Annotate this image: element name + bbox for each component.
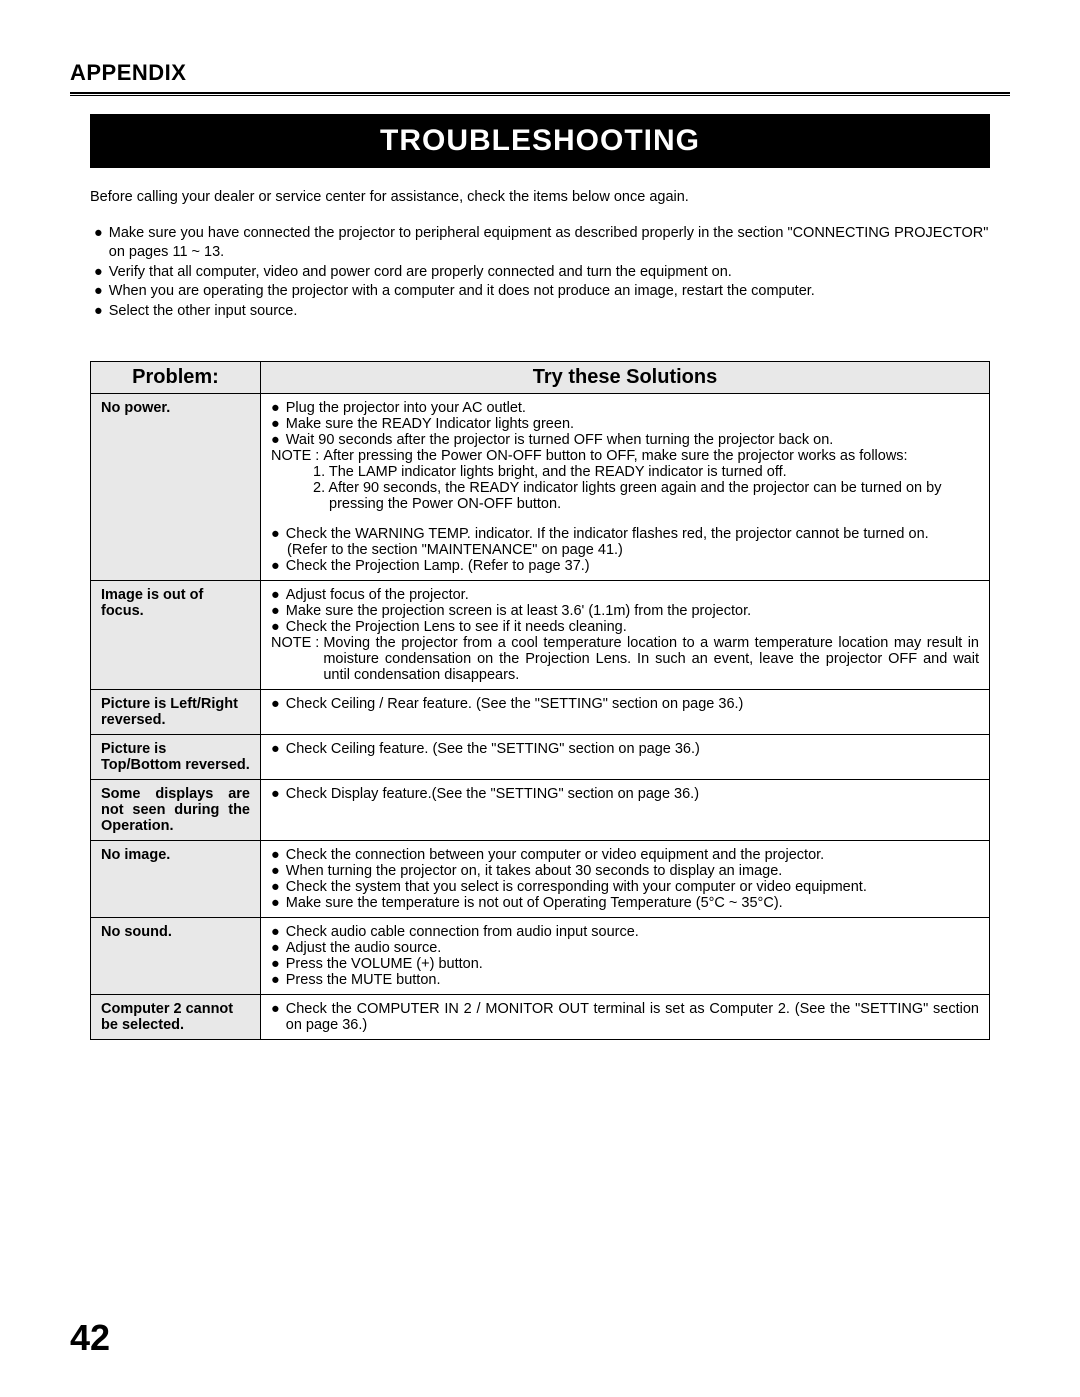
solution-text: Wait 90 seconds after the projector is t… <box>286 432 979 448</box>
intro-bullet-text: Make sure you have connected the project… <box>109 224 990 263</box>
solution-text: Press the MUTE button. <box>286 972 979 988</box>
solution-text: Plug the projector into your AC outlet. <box>286 400 979 416</box>
bullet-icon: ● <box>271 863 280 879</box>
solution-text: Adjust the audio source. <box>286 940 979 956</box>
solution-cell: ● Check the connection between your compu… <box>261 841 990 918</box>
intro-bullet-text: When you are operating the projector wit… <box>109 282 990 302</box>
note-enum: 2. After 90 seconds, the READY indicator… <box>271 480 979 512</box>
problem-cell: No power. <box>91 394 261 581</box>
problem-cell: Picture is Top/Bottom reversed. <box>91 735 261 780</box>
bullet-icon: ● <box>271 400 280 416</box>
solution-text: Check the COMPUTER IN 2 / MONITOR OUT te… <box>286 1001 979 1033</box>
problem-cell: Picture is Left/Right reversed. <box>91 690 261 735</box>
solution-text: (Refer to the section "MAINTENANCE" on p… <box>271 542 979 558</box>
solution-text: Make sure the READY Indicator lights gre… <box>286 416 979 432</box>
table-row: No image. ● Check the connection between … <box>91 841 990 918</box>
intro-bullet: ● Make sure you have connected the proje… <box>94 224 990 263</box>
bullet-icon: ● <box>271 587 280 603</box>
intro-bullet: ● Select the other input source. <box>94 302 990 322</box>
bullet-icon: ● <box>271 526 280 542</box>
bullet-icon: ● <box>271 924 280 940</box>
bullet-icon: ● <box>271 847 280 863</box>
bullet-icon: ● <box>271 940 280 956</box>
appendix-label: APPENDIX <box>70 60 1010 86</box>
solution-cell: ● Check Ceiling / Rear feature. (See the … <box>261 690 990 735</box>
bullet-icon: ● <box>271 416 280 432</box>
note-body: Moving the projector from a cool tempera… <box>323 635 979 683</box>
problem-cell: Some displays are not seen during the Op… <box>91 780 261 841</box>
bullet-icon: ● <box>94 282 103 302</box>
page-number: 42 <box>70 1317 110 1359</box>
solution-text: Check the connection between your comput… <box>286 847 979 863</box>
solution-text: Check Ceiling / Rear feature. (See the "… <box>286 696 979 712</box>
solution-text: Check Ceiling feature. (See the "SETTING… <box>286 741 979 757</box>
solution-cell: ● Adjust focus of the projector. ● Make su… <box>261 581 990 690</box>
table-row: Picture is Left/Right reversed. ● Check C… <box>91 690 990 735</box>
solution-text: When turning the projector on, it takes … <box>286 863 979 879</box>
header-problem: Problem: <box>91 362 261 394</box>
table-row: No power. ● Plug the projector into your … <box>91 394 990 581</box>
solution-text: Make sure the temperature is not out of … <box>286 895 979 911</box>
note-label: NOTE : <box>271 635 319 683</box>
bullet-icon: ● <box>271 879 280 895</box>
intro-bullet: ● Verify that all computer, video and po… <box>94 263 990 283</box>
solution-text: Press the VOLUME (+) button. <box>286 956 979 972</box>
note-label: NOTE : <box>271 448 319 464</box>
solution-text: Check the Projection Lamp. (Refer to pag… <box>286 558 979 574</box>
intro-bullet: ● When you are operating the projector w… <box>94 282 990 302</box>
solution-text: Check the WARNING TEMP. indicator. If th… <box>286 526 979 542</box>
intro-bullet-list: ● Make sure you have connected the proje… <box>94 224 990 322</box>
bullet-icon: ● <box>271 972 280 988</box>
bullet-icon: ● <box>271 696 280 712</box>
problem-cell: No image. <box>91 841 261 918</box>
solution-cell: ● Plug the projector into your AC outlet.… <box>261 394 990 581</box>
bullet-icon: ● <box>271 741 280 757</box>
problem-cell: Computer 2 cannot be selected. <box>91 995 261 1040</box>
table-row: Some displays are not seen during the Op… <box>91 780 990 841</box>
bullet-icon: ● <box>271 1001 280 1033</box>
note-body: After pressing the Power ON-OFF button t… <box>323 448 979 464</box>
bullet-icon: ● <box>271 619 280 635</box>
divider <box>70 92 1010 96</box>
intro-block: Before calling your dealer or service ce… <box>90 188 990 321</box>
bullet-icon: ● <box>94 263 103 283</box>
solution-cell: ● Check Ceiling feature. (See the "SETTIN… <box>261 735 990 780</box>
problem-cell: No sound. <box>91 918 261 995</box>
bullet-icon: ● <box>271 432 280 448</box>
bullet-icon: ● <box>271 603 280 619</box>
solution-text: Check audio cable connection from audio … <box>286 924 979 940</box>
header-solutions: Try these Solutions <box>261 362 990 394</box>
solution-cell: ● Check Display feature.(See the "SETTING… <box>261 780 990 841</box>
solution-text: Check the system that you select is corr… <box>286 879 979 895</box>
bullet-icon: ● <box>94 224 103 263</box>
table-row: Picture is Top/Bottom reversed. ● Check C… <box>91 735 990 780</box>
solution-text: Check the Projection Lens to see if it n… <box>286 619 979 635</box>
table-row: Computer 2 cannot be selected. ●Check th… <box>91 995 990 1040</box>
table-row: No sound. ● Check audio cable connection … <box>91 918 990 995</box>
solution-text: Check Display feature.(See the "SETTING"… <box>286 786 979 802</box>
solution-cell: ● Check audio cable connection from audio… <box>261 918 990 995</box>
solution-text: Make sure the projection screen is at le… <box>286 603 979 619</box>
intro-bullet-text: Verify that all computer, video and powe… <box>109 263 990 283</box>
table-row: Image is out of focus. ● Adjust focus of … <box>91 581 990 690</box>
bullet-icon: ● <box>271 786 280 802</box>
problem-cell: Image is out of focus. <box>91 581 261 690</box>
note-enum: 1. The LAMP indicator lights bright, and… <box>271 464 979 480</box>
bullet-icon: ● <box>271 895 280 911</box>
bullet-icon: ● <box>271 956 280 972</box>
troubleshooting-table: Problem: Try these Solutions No power. ●… <box>90 361 990 1040</box>
bullet-icon: ● <box>271 558 280 574</box>
page-title: TROUBLESHOOTING <box>90 114 990 168</box>
intro-bullet-text: Select the other input source. <box>109 302 990 322</box>
intro-line: Before calling your dealer or service ce… <box>90 188 990 208</box>
solution-cell: ●Check the COMPUTER IN 2 / MONITOR OUT t… <box>261 995 990 1040</box>
bullet-icon: ● <box>94 302 103 322</box>
solution-text: Adjust focus of the projector. <box>286 587 979 603</box>
